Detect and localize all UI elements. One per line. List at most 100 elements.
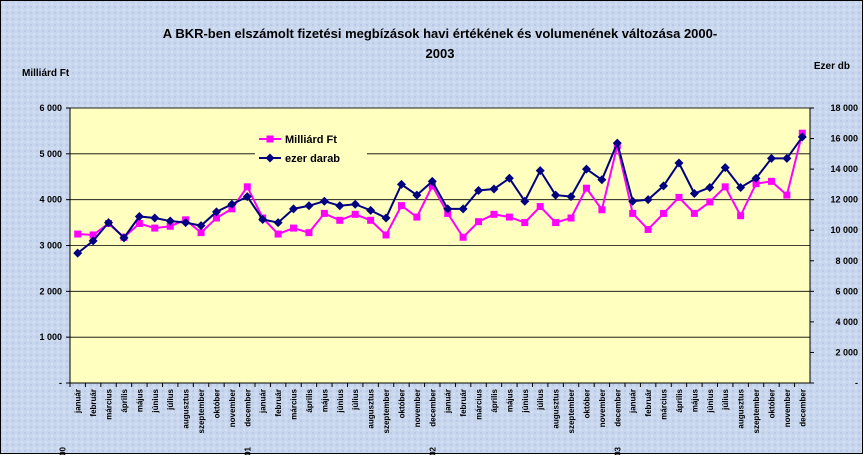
x-tick-label: június (151, 388, 160, 413)
point (505, 213, 513, 221)
x-tick-label: október (212, 389, 221, 418)
x-tick-label: december (428, 389, 437, 427)
x-tick-label: november (783, 389, 792, 427)
x-tick-label: december (798, 389, 807, 427)
x-tick-label: március (475, 388, 484, 419)
point (766, 153, 776, 163)
point (289, 204, 299, 214)
year-label: 2003 (613, 446, 622, 455)
x-tick-label: július (166, 388, 175, 410)
point (350, 199, 360, 209)
point (396, 179, 406, 189)
point (305, 229, 313, 237)
x-tick-label: szeptember (197, 389, 206, 433)
point (660, 209, 668, 217)
x-tick-label: január (259, 389, 268, 414)
y2-tick-label: 18 000 (830, 103, 858, 113)
x-tick-label: szeptember (567, 389, 576, 433)
point (351, 210, 359, 218)
x-tick-label: október (582, 389, 591, 418)
y2-tick-label: 14 000 (830, 164, 858, 174)
x-tick-label: december (243, 389, 252, 427)
x-tick-label: szeptember (752, 389, 761, 433)
point (474, 186, 484, 195)
y2-tick-label: 4 000 (835, 317, 858, 327)
point (104, 218, 114, 228)
y2-tick-label: 12 000 (830, 195, 858, 205)
x-tick-label: június (706, 388, 715, 413)
point (336, 216, 344, 224)
point (536, 203, 544, 211)
x-tick-label: február (644, 389, 653, 417)
point (675, 193, 683, 201)
point (504, 173, 514, 183)
point (119, 233, 129, 243)
point (227, 199, 237, 209)
point (443, 204, 453, 214)
point (73, 248, 83, 258)
point (242, 192, 252, 202)
point (196, 221, 206, 231)
point (243, 183, 251, 191)
x-tick-label: február (459, 389, 468, 417)
y-tick-label: - (59, 378, 62, 388)
x-tick-label: augusztus (552, 388, 561, 428)
point (797, 132, 807, 142)
x-tick-label: november (598, 389, 607, 427)
point (659, 181, 669, 191)
point (520, 196, 530, 206)
x-tick-label: november (413, 389, 422, 427)
legend-box (255, 128, 367, 170)
point (381, 213, 391, 223)
point (89, 231, 97, 239)
point (612, 138, 622, 148)
point (643, 195, 653, 205)
y2-axis-label: Ezer db (814, 61, 850, 72)
x-tick-label: január (74, 389, 83, 414)
y2-tick-label: - (855, 378, 858, 388)
chart-title: 2003 (426, 46, 455, 61)
point (767, 177, 775, 185)
point (304, 201, 314, 211)
point (567, 214, 575, 222)
x-tick-label: október (767, 389, 776, 418)
x-tick-label: február (89, 389, 98, 417)
point (151, 224, 159, 232)
point (706, 198, 714, 206)
point (150, 213, 160, 223)
point (552, 219, 560, 227)
point (428, 182, 436, 190)
x-tick-label: június (521, 388, 530, 413)
x-tick-label: március (660, 388, 669, 419)
point (459, 233, 467, 241)
point (705, 182, 715, 192)
point (751, 173, 761, 183)
point (134, 211, 144, 221)
y2-tick-label: 2 000 (835, 347, 858, 357)
point (737, 212, 745, 220)
year-label: 2001 (243, 446, 252, 455)
point (211, 207, 221, 217)
point (290, 224, 298, 232)
x-tick-label: augusztus (182, 388, 191, 428)
year-label: 2002 (428, 446, 437, 455)
y2-tick-label: 6 000 (835, 286, 858, 296)
x-tick-label: május (505, 388, 514, 412)
point (228, 205, 236, 213)
point (135, 220, 143, 227)
point (752, 180, 760, 188)
legend-label: Milliárd Ft (285, 134, 337, 146)
point (475, 218, 483, 226)
x-tick-label: augusztus (367, 388, 376, 428)
point (413, 213, 421, 221)
point (444, 209, 452, 217)
point (521, 219, 529, 227)
x-tick-label: január (629, 389, 638, 414)
x-tick-label: július (351, 388, 360, 410)
point (598, 206, 606, 214)
y-tick-label: 5 000 (39, 149, 62, 159)
point (367, 216, 375, 224)
x-tick-label: január (444, 389, 453, 414)
